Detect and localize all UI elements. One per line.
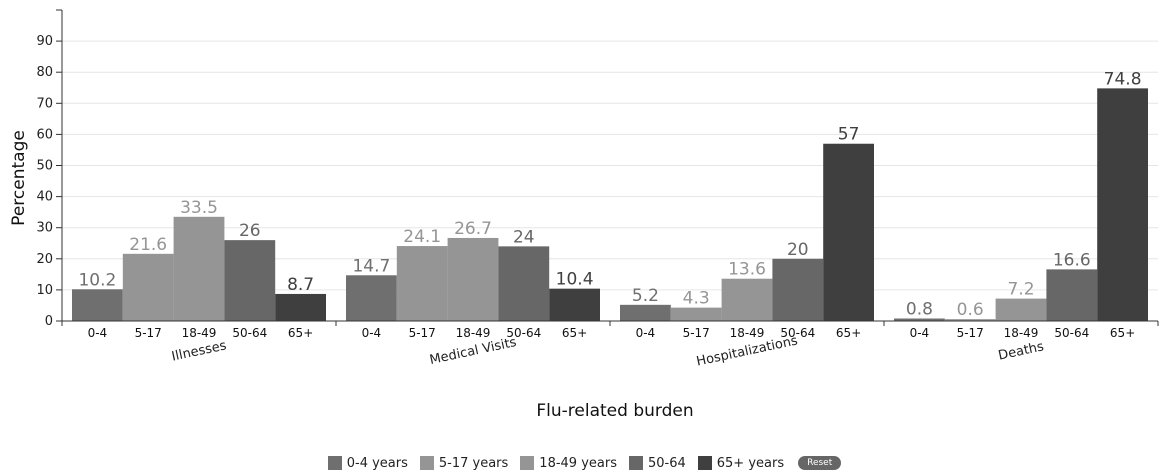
x-category-label: 50-64 (780, 326, 815, 340)
data-label: 20 (787, 240, 809, 260)
x-category-label: 65+ (836, 326, 861, 340)
x-group-label: Deaths (997, 339, 1045, 363)
data-label: 33.5 (180, 198, 218, 218)
y-tick-label: 40 (36, 190, 53, 205)
data-label: 26 (239, 221, 261, 241)
data-label: 0.6 (957, 300, 984, 320)
x-category-label: 18-49 (730, 326, 765, 340)
legend-swatch (520, 456, 535, 470)
y-tick-label: 50 (36, 159, 53, 174)
legend-label: 65+ years (716, 455, 785, 471)
bar-chart: 10.2 21.6 33.5 26 8.7 14.7 24.1 26.7 24 10.4 5.2 4.… (9, 9, 1159, 421)
x-category-label: 65+ (288, 326, 313, 340)
legend-item[interactable]: 0-4 years (327, 455, 408, 471)
legend-label: 0-4 years (346, 455, 408, 471)
bar-hospitalizations-50-64 (772, 258, 824, 321)
bar-hospitalizations-65+ (823, 143, 874, 321)
x-category-label: 5-17 (683, 326, 710, 340)
legend-label: 5-17 years (438, 455, 509, 471)
legend-swatch (697, 456, 712, 470)
y-axis-title: Percentage (9, 130, 29, 226)
bar-illnesses-5-17 (122, 253, 174, 321)
x-category-label: 5-17 (409, 326, 436, 340)
reset-button[interactable]: Reset (798, 456, 842, 470)
data-label: 0.8 (906, 300, 933, 320)
bar-hospitalizations-18-49 (721, 278, 773, 321)
data-label: 24.1 (403, 227, 441, 247)
legend-label: 50-64 (647, 455, 686, 471)
bar-medical-visits-50-64 (498, 246, 550, 321)
data-label: 21.6 (129, 235, 167, 255)
x-category-label: 5-17 (135, 326, 162, 340)
y-tick-label: 10 (36, 283, 53, 298)
data-label: 8.7 (287, 275, 314, 295)
data-label: 14.7 (352, 256, 390, 276)
data-labels: 10.2 21.6 33.5 26 8.7 14.7 24.1 26.7 24 10.4 5.2 4.… (78, 69, 1141, 320)
data-label: 7.2 (1007, 280, 1034, 300)
data-label: 16.6 (1053, 250, 1091, 270)
x-category-label: 0-4 (636, 326, 656, 340)
data-label: 5.2 (632, 286, 659, 306)
legend: 0-4 years 5-17 years 18-49 years 50-64 65+ y… (0, 453, 1169, 473)
x-group-label: Illnesses (170, 338, 228, 364)
bar-illnesses-18-49 (173, 216, 225, 321)
legend-swatch (419, 456, 434, 470)
data-label: 10.2 (78, 270, 116, 290)
x-category-label: 0-4 (362, 326, 382, 340)
data-label: 13.6 (728, 260, 766, 280)
y-tick-label: 20 (36, 252, 53, 267)
x-category-label: 50-64 (1054, 326, 1089, 340)
bar-illnesses-50-64 (224, 240, 276, 321)
y-tick-label: 90 (36, 34, 53, 49)
legend-item[interactable]: 5-17 years (419, 455, 509, 471)
data-label: 74.8 (1104, 69, 1142, 89)
bar-deaths-0-4 (894, 318, 945, 321)
x-category-label: 18-49 (456, 326, 491, 340)
bar-hospitalizations-0-4 (620, 304, 671, 321)
bar-hospitalizations-5-17 (670, 307, 722, 321)
bars (72, 88, 1148, 321)
x-category-label: 18-49 (182, 326, 217, 340)
legend-swatch (327, 456, 342, 470)
data-label: 10.4 (556, 270, 594, 290)
bar-deaths-5-17 (944, 319, 996, 321)
bar-deaths-65+ (1097, 88, 1148, 321)
data-label: 57 (838, 125, 860, 145)
x-category-label: 18-49 (1004, 326, 1039, 340)
bar-medical-visits-5-17 (396, 246, 448, 321)
x-category-label: 65+ (1110, 326, 1135, 340)
x-category-label: 5-17 (957, 326, 984, 340)
legend-item[interactable]: 65+ years (697, 455, 785, 471)
bar-medical-visits-18-49 (447, 237, 499, 321)
bar-illnesses-0-4 (72, 289, 123, 321)
bar-deaths-18-49 (995, 298, 1047, 321)
bar-illnesses-65+ (275, 293, 326, 321)
legend-item[interactable]: 50-64 (628, 455, 686, 471)
y-tick-label: 0 (45, 314, 53, 329)
legend-label: 18-49 years (539, 455, 617, 471)
y-tick-label: 70 (36, 96, 53, 111)
x-category-label: 50-64 (232, 326, 267, 340)
y-tick-label: 80 (36, 65, 53, 80)
legend-item[interactable]: 18-49 years (520, 456, 617, 471)
bar-medical-visits-65+ (549, 288, 600, 321)
legend-swatch (628, 456, 643, 470)
bar-medical-visits-0-4 (346, 275, 397, 321)
x-axis-title: Flu-related burden (536, 401, 693, 421)
y-tick-label: 30 (36, 221, 53, 236)
data-label: 26.7 (454, 219, 492, 239)
y-tick-label: 60 (36, 127, 53, 142)
x-category-label: 65+ (562, 326, 587, 340)
x-category-label: 50-64 (506, 326, 541, 340)
bar-deaths-50-64 (1046, 269, 1098, 321)
x-category-label: 0-4 (910, 326, 930, 340)
x-category-label: 0-4 (88, 326, 108, 340)
data-label: 4.3 (683, 289, 710, 309)
data-label: 24 (513, 227, 535, 247)
